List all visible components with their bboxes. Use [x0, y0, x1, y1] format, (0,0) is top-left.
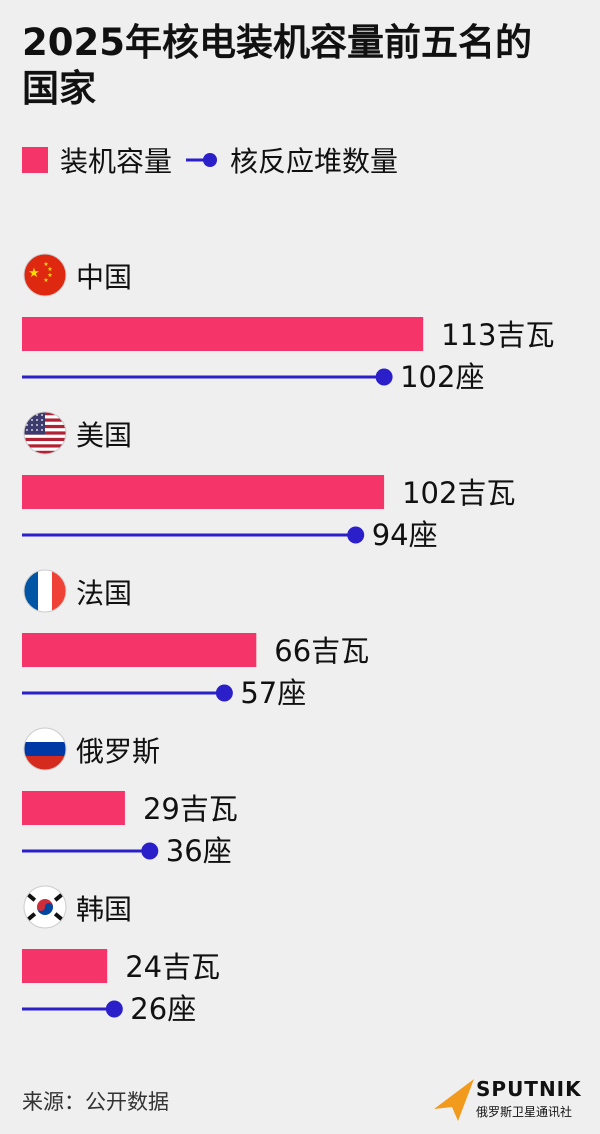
- source-note: 来源：公开数据: [22, 1090, 169, 1114]
- capacity-value-label: 24吉瓦: [125, 950, 220, 984]
- country-group: 美国 102吉瓦 94座: [22, 411, 515, 552]
- reactors-value-label: 102座: [400, 360, 484, 394]
- country-group: 法国 66吉瓦 57座: [22, 569, 369, 710]
- sputnik-star-icon: [434, 1079, 474, 1121]
- capacity-bar: [22, 317, 424, 351]
- reactors-value-label: 36座: [166, 834, 232, 868]
- reactors-value-label: 57座: [240, 676, 306, 710]
- chart-title: 2025年核电装机容量前五名的国家: [22, 21, 532, 110]
- svg-text:★: ★: [43, 261, 48, 268]
- reactors-legend-label: 核反应堆数量: [230, 145, 399, 178]
- capacity-bar: [22, 633, 257, 667]
- reactors-value-label: 26座: [130, 992, 196, 1026]
- legend: 装机容量 核反应堆数量: [22, 138, 398, 182]
- chart: ★★★★★ 中国113吉瓦102座美国102吉瓦94座法国66吉瓦57座俄罗斯29…: [22, 253, 555, 1026]
- svg-text:★: ★: [28, 266, 40, 281]
- reactors-point: [375, 368, 393, 386]
- reactors-point: [347, 526, 365, 544]
- reactors-point: [105, 1000, 123, 1018]
- capacity-value-label: 66吉瓦: [274, 634, 369, 668]
- svg-text:★: ★: [43, 277, 48, 284]
- country-name: 美国: [76, 419, 132, 452]
- reactors-point: [141, 842, 159, 860]
- capacity-legend-label: 装机容量: [60, 145, 173, 178]
- reactors-value-label: 94座: [372, 518, 438, 552]
- country-name: 俄罗斯: [76, 735, 160, 768]
- capacity-value-label: 102吉瓦: [402, 476, 515, 510]
- capacity-value-label: 29吉瓦: [143, 792, 238, 826]
- capacity-legend-swatch: [22, 147, 48, 173]
- capacity-bar: [22, 949, 108, 983]
- country-name: 法国: [76, 577, 132, 610]
- capacity-bar: [22, 791, 125, 825]
- sputnik-logo: SPUTNIK 俄罗斯卫星通讯社: [432, 1075, 582, 1125]
- south-korea-flag-icon: [24, 886, 66, 928]
- country-name: 中国: [76, 261, 132, 294]
- reactors-point: [215, 684, 233, 702]
- capacity-value-label: 113吉瓦: [441, 318, 554, 352]
- capacity-bar: [22, 475, 385, 509]
- country-group: 俄罗斯 29吉瓦 36座: [22, 727, 238, 868]
- svg-text:★: ★: [47, 272, 52, 279]
- country-name: 韩国: [76, 893, 132, 926]
- france-flag-icon: [24, 570, 66, 612]
- svg-text:★: ★: [47, 266, 52, 273]
- china-flag-icon: ★★★★★: [24, 254, 66, 296]
- reactors-legend-marker: [186, 153, 218, 167]
- country-group: 韩国 24吉瓦 26座: [22, 885, 220, 1026]
- russia-flag-icon: [24, 728, 66, 770]
